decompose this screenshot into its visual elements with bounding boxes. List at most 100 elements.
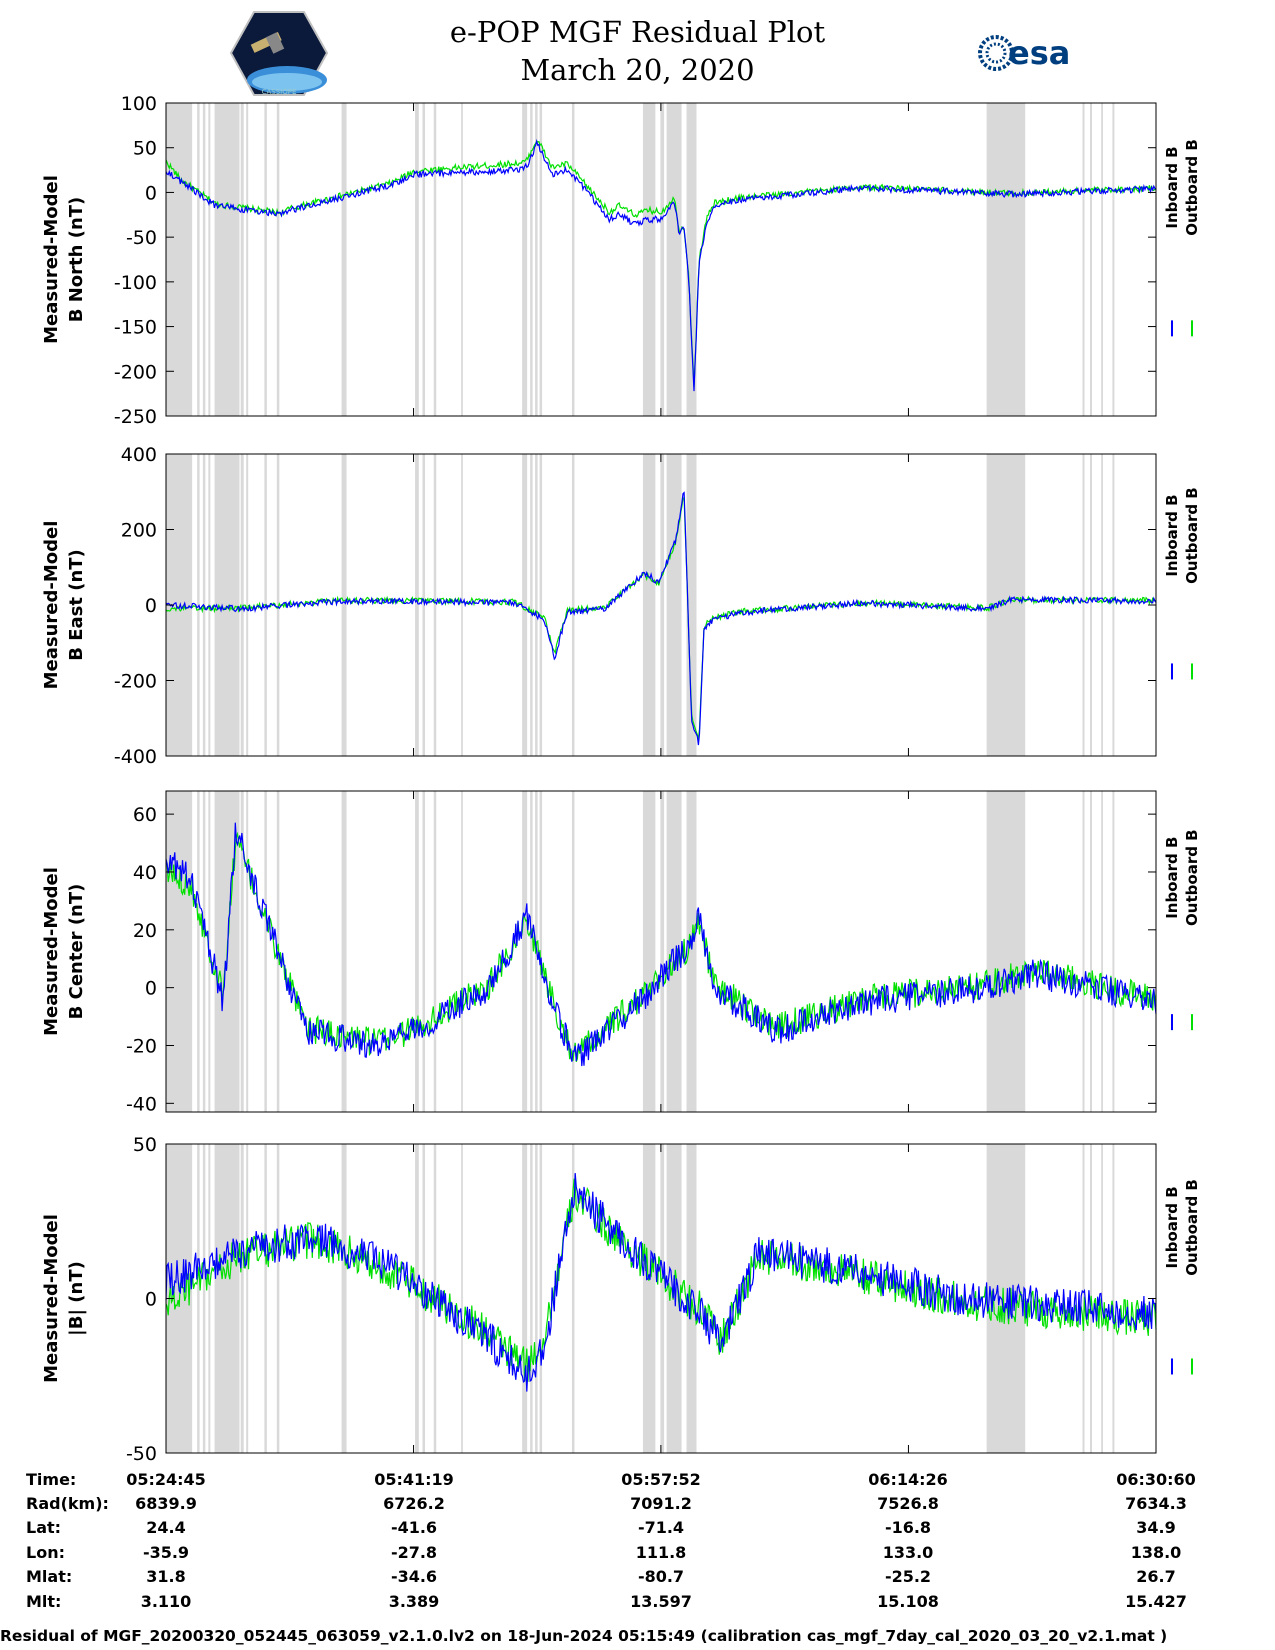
data-gap-shading xyxy=(197,1144,200,1453)
data-gap-shading xyxy=(1101,1144,1103,1453)
table-cell: 05:24:45 xyxy=(126,1470,206,1489)
data-gap-shading xyxy=(276,1144,280,1453)
data-gap-shading xyxy=(166,103,193,416)
data-gap-shading xyxy=(1082,103,1085,416)
table-cell: 06:30:60 xyxy=(1116,1470,1196,1489)
legend-inboard-label: Inboard B xyxy=(1163,837,1181,919)
data-gap-shading xyxy=(246,103,249,416)
data-gap-shading xyxy=(276,103,280,416)
data-gap-shading xyxy=(415,454,419,756)
table-cell: 31.8 xyxy=(146,1567,186,1586)
data-gap-shading xyxy=(422,791,426,1112)
table-cell: 133.0 xyxy=(882,1543,934,1562)
data-gap-shading xyxy=(246,1144,249,1453)
data-gap-shading xyxy=(341,791,347,1112)
data-gap-shading xyxy=(461,454,463,756)
data-gap-shading xyxy=(522,1144,528,1453)
y-tick-label: -100 xyxy=(114,272,157,294)
table-cell: 24.4 xyxy=(146,1518,186,1537)
data-gap-shading xyxy=(686,1144,697,1453)
data-gap-shading xyxy=(535,103,538,416)
table-cell: 7091.2 xyxy=(630,1494,692,1513)
data-gap-shading xyxy=(341,1144,347,1453)
data-gap-shading xyxy=(571,1144,575,1453)
legend-inboard-label: Inboard B xyxy=(1163,494,1181,576)
table-cell: 3.389 xyxy=(388,1592,440,1611)
y-axis-label-line2: B East (nT) xyxy=(66,549,87,661)
data-gap-shading xyxy=(642,103,656,416)
table-cell: -71.4 xyxy=(637,1518,685,1537)
y-axis-label-line1: Measured-Model xyxy=(41,521,62,690)
data-gap-shading xyxy=(660,454,665,756)
data-gap-shading xyxy=(642,454,656,756)
data-gap-shading xyxy=(214,103,240,416)
y-tick-label: 0 xyxy=(145,595,157,617)
data-gap-shading xyxy=(539,103,543,416)
y-tick-label: 20 xyxy=(133,920,157,942)
cassiope-logo-caption: CASSIOPE xyxy=(262,88,297,96)
y-tick-label: 0 xyxy=(145,1289,157,1311)
y-tick-label: -50 xyxy=(126,1443,157,1465)
y-tick-label: -200 xyxy=(114,671,157,693)
data-gap-shading xyxy=(535,454,538,756)
data-gap-shading xyxy=(461,1144,463,1453)
data-gap-shading xyxy=(1112,791,1115,1112)
data-gap-shading xyxy=(1101,791,1103,1112)
data-gap-shading xyxy=(571,791,575,1112)
table-cell: -35.9 xyxy=(142,1543,190,1562)
data-gap-shading xyxy=(202,791,206,1112)
table-cell: 05:57:52 xyxy=(621,1470,701,1489)
data-gap-shading xyxy=(666,103,682,416)
data-gap-shading xyxy=(240,791,244,1112)
data-gap-shading xyxy=(666,791,682,1112)
data-gap-shading xyxy=(666,1144,682,1453)
table-cell: 05:41:19 xyxy=(374,1470,454,1489)
data-gap-shading xyxy=(986,454,1026,756)
legend-outboard-label: Outboard B xyxy=(1183,487,1201,584)
y-tick-label: -50 xyxy=(126,227,157,249)
data-gap-shading xyxy=(522,454,528,756)
row-label-mlt: Mlt: xyxy=(26,1592,62,1611)
data-gap-shading xyxy=(422,454,426,756)
data-gap-shading xyxy=(1112,1144,1115,1453)
data-gap-shading xyxy=(214,454,240,756)
data-gap-shading xyxy=(422,103,426,416)
data-gap-shading xyxy=(166,791,193,1112)
data-gap-shading xyxy=(240,454,244,756)
data-gap-shading xyxy=(197,454,200,756)
legend-outboard-label: Outboard B xyxy=(1183,829,1201,926)
data-gap-shading xyxy=(660,103,665,416)
y-tick-label: -40 xyxy=(126,1093,157,1115)
data-gap-shading xyxy=(1101,454,1103,756)
y-tick-label: 200 xyxy=(121,520,157,542)
row-label-lon: Lon: xyxy=(26,1543,65,1562)
plot-date: March 20, 2020 xyxy=(520,53,755,87)
table-cell: 26.7 xyxy=(1136,1567,1176,1586)
y-tick-label: -20 xyxy=(126,1035,157,1057)
data-gap-shading xyxy=(1112,454,1115,756)
y-axis-label-line1: Measured-Model xyxy=(41,1214,62,1383)
data-gap-shading xyxy=(522,103,528,416)
cassiope-mission-logo: CASSIOPE xyxy=(229,11,329,96)
data-gap-shading xyxy=(1082,454,1085,756)
data-gap-shading xyxy=(642,1144,656,1453)
table-cell: 6726.2 xyxy=(383,1494,445,1513)
y-tick-label: 50 xyxy=(133,138,157,160)
y-tick-label: 60 xyxy=(133,804,157,826)
data-gap-shading xyxy=(686,454,697,756)
data-gap-shading xyxy=(686,103,697,416)
data-gap-shading xyxy=(433,103,437,416)
data-gap-shading xyxy=(341,454,347,756)
data-gap-shading xyxy=(1112,103,1115,416)
y-tick-label: 50 xyxy=(133,1134,157,1156)
esa-logo: esa xyxy=(978,34,1070,72)
y-axis-label-line1: Measured-Model xyxy=(41,867,62,1036)
table-cell: 06:14:26 xyxy=(868,1470,948,1489)
data-gap-shading xyxy=(1082,1144,1085,1453)
table-cell: 3.110 xyxy=(140,1592,192,1611)
data-gap-shading xyxy=(415,1144,419,1453)
outboard-series-line xyxy=(165,140,1157,387)
data-gap-shading xyxy=(240,1144,244,1453)
y-axis-label-line2: |B| (nT) xyxy=(66,1261,87,1336)
